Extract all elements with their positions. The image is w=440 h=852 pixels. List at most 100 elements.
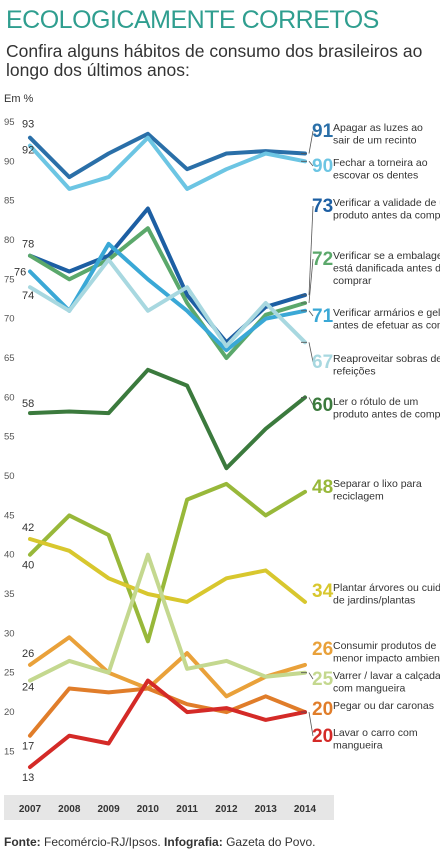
leader-line [308, 672, 314, 680]
series-description: Varrer / lavar a calçada [333, 670, 440, 682]
end-value-label: 20 [312, 699, 333, 720]
start-value-label: 24 [22, 682, 34, 694]
series-description: menor impacto ambiental [333, 653, 440, 665]
series-description: Separar o lixo para [333, 478, 422, 490]
start-value-label: 76 [14, 266, 26, 278]
leader-line [308, 310, 314, 317]
end-value-label: 25 [312, 669, 334, 690]
unit-label: Em % [4, 93, 34, 105]
y-tick-label: 20 [4, 707, 15, 718]
series-line [28, 635, 307, 699]
y-tick-label: 75 [4, 274, 15, 285]
x-tick-label: 2011 [176, 804, 198, 815]
series-description: Pegar ou dar caronas [333, 700, 434, 712]
start-value-label: 17 [22, 741, 34, 753]
series-line [28, 537, 307, 604]
series-line [28, 131, 307, 180]
series-line [28, 678, 307, 770]
series-line [28, 552, 307, 683]
x-tick-label: 2008 [58, 804, 81, 815]
series-description: reciclagem [333, 491, 384, 503]
series-description: Apagar as luzes ao [333, 122, 423, 134]
leader-line [308, 342, 314, 363]
series-labels: 93 92 78 76 74 58 40 42 26 24 17 13 91 Apagar as luze… [14, 119, 440, 784]
y-tick-label: 60 [4, 392, 15, 403]
series-description: Verificar a validade de um [333, 197, 440, 209]
x-axis: 2007 2008 2009 2010 2011 2012 2013 2014 [4, 795, 334, 820]
start-value-label: 78 [22, 239, 34, 251]
series-description: mangueira [333, 740, 383, 752]
series-line [28, 257, 307, 349]
credit-text: Gazeta do Povo. [226, 835, 316, 849]
start-value-label: 74 [22, 290, 34, 302]
y-tick-label: 70 [4, 314, 15, 325]
end-value-label: 71 [312, 306, 334, 327]
leader-line [308, 205, 314, 296]
y-tick-label: 95 [4, 117, 15, 128]
start-value-label: 92 [22, 145, 34, 157]
start-value-label: 42 [22, 522, 34, 534]
x-tick-label: 2012 [215, 804, 238, 815]
series-description: com mangueira [333, 683, 406, 695]
y-tick-label: 80 [4, 235, 15, 246]
series-description: Fechar a torneira ao [333, 157, 428, 169]
end-value-label: 90 [312, 156, 333, 177]
leader-line [308, 161, 314, 167]
end-value-label: 72 [312, 249, 333, 270]
leader-line [308, 712, 314, 737]
series-description: sair de um recinto [333, 135, 417, 147]
series-description: Plantar árvores ou cuidar [333, 582, 440, 594]
series-description: Verificar armários e geladeira [333, 307, 440, 319]
series-description: de jardins/plantas [333, 595, 415, 607]
source-label: Fonte: [4, 835, 41, 849]
end-value-label: 48 [312, 477, 333, 498]
end-value-label: 34 [312, 581, 334, 602]
x-tick-label: 2009 [97, 804, 120, 815]
leader-line [308, 258, 314, 304]
series-description: comprar [333, 275, 372, 287]
credit-label: Infografia: [164, 835, 223, 849]
x-tick-label: 2007 [19, 804, 42, 815]
y-tick-label: 85 [4, 196, 15, 207]
series-description: Reaproveitar sobras de [333, 353, 440, 365]
start-value-label: 40 [22, 560, 34, 572]
x-tick-label: 2013 [255, 804, 278, 815]
y-axis: 15 20 25 30 35 40 45 50 55 60 65 70 75 80 85 90 95 [4, 117, 15, 757]
series-line [28, 367, 307, 471]
chart-title: ECOLOGICAMENTE CORRETOS [6, 6, 379, 34]
series-line [28, 135, 307, 191]
end-value-label: 26 [312, 639, 333, 660]
y-tick-label: 15 [4, 746, 15, 757]
end-value-label: 73 [312, 196, 333, 217]
end-value-label: 60 [312, 395, 333, 416]
start-value-label: 26 [22, 648, 34, 660]
chart-subtitle: Confira alguns hábitos de consumo dos br… [6, 41, 423, 80]
x-tick-label: 2014 [294, 804, 317, 815]
y-tick-label: 90 [4, 156, 15, 167]
y-tick-label: 45 [4, 510, 15, 521]
y-tick-label: 65 [4, 353, 15, 364]
end-value-label: 91 [312, 121, 334, 142]
start-value-label: 93 [22, 119, 34, 131]
series-line [28, 481, 307, 644]
x-tick-label: 2010 [137, 804, 160, 815]
y-tick-label: 35 [4, 589, 15, 600]
y-tick-label: 40 [4, 550, 15, 561]
leader-line [308, 130, 314, 154]
y-tick-label: 55 [4, 432, 15, 443]
y-tick-label: 30 [4, 628, 15, 639]
start-value-label: 58 [22, 398, 34, 410]
y-tick-label: 25 [4, 668, 15, 679]
series-description: produto antes da compra [333, 210, 440, 222]
series-description: Lavar o carro com [333, 727, 418, 739]
series-description: está danificada antes de [333, 263, 440, 275]
end-value-label: 67 [312, 352, 333, 373]
end-value-label: 20 [312, 726, 333, 747]
y-tick-label: 50 [4, 471, 15, 482]
series-description: Ler o rótulo de um [333, 396, 418, 408]
series-lines [28, 131, 307, 770]
x-axis-band [4, 795, 334, 820]
series-description: antes de efetuar as compras [333, 320, 440, 332]
start-value-label: 13 [22, 772, 34, 784]
